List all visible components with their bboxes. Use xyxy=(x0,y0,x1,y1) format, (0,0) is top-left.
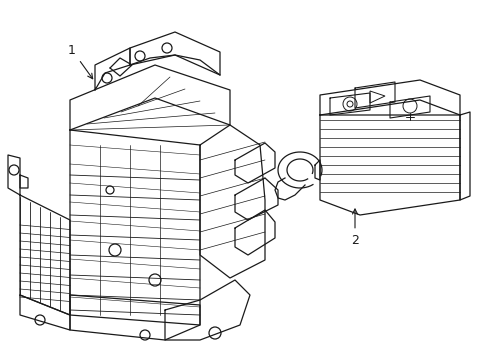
Polygon shape xyxy=(130,32,220,75)
Polygon shape xyxy=(235,178,278,220)
Polygon shape xyxy=(95,48,130,90)
Polygon shape xyxy=(110,58,132,76)
Polygon shape xyxy=(70,65,229,130)
Polygon shape xyxy=(235,210,274,255)
Polygon shape xyxy=(389,96,429,118)
Polygon shape xyxy=(319,80,459,115)
Polygon shape xyxy=(20,175,28,188)
Polygon shape xyxy=(314,160,319,180)
Text: 1: 1 xyxy=(68,44,92,79)
Polygon shape xyxy=(164,280,249,340)
Polygon shape xyxy=(319,115,459,215)
Polygon shape xyxy=(20,195,70,315)
Polygon shape xyxy=(200,125,264,278)
Polygon shape xyxy=(70,295,200,340)
Polygon shape xyxy=(459,112,469,200)
Text: 2: 2 xyxy=(350,209,358,247)
Polygon shape xyxy=(354,82,394,108)
Polygon shape xyxy=(70,130,200,325)
Polygon shape xyxy=(20,295,70,330)
Polygon shape xyxy=(329,93,369,115)
Polygon shape xyxy=(235,143,274,183)
Polygon shape xyxy=(8,155,20,195)
